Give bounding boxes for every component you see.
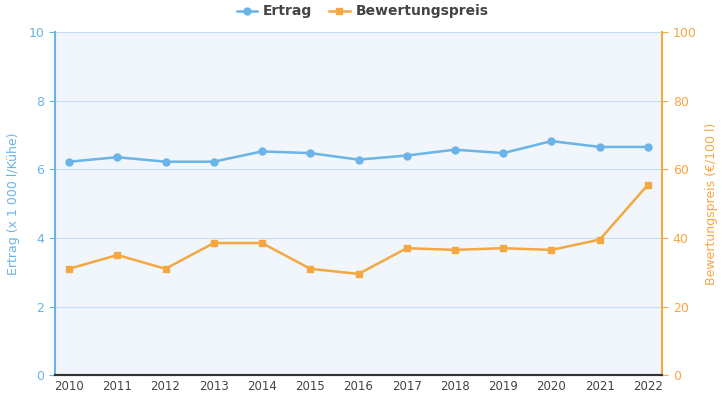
Bewertungspreis	[547, 248, 556, 252]
Line: Bewertungspreis: Bewertungspreis	[65, 181, 652, 278]
Ertrag	[257, 149, 266, 154]
Bewertungspreis	[65, 266, 73, 271]
Bewertungspreis	[354, 272, 362, 276]
Ertrag	[451, 147, 460, 152]
Bewertungspreis	[499, 246, 507, 250]
Ertrag	[161, 159, 170, 164]
Bewertungspreis	[451, 248, 460, 252]
Ertrag	[547, 139, 556, 144]
Ertrag	[402, 153, 411, 158]
Bewertungspreis	[210, 241, 218, 246]
Ertrag	[354, 157, 362, 162]
Bewertungspreis	[644, 182, 652, 187]
Ertrag	[210, 159, 218, 164]
Bewertungspreis	[161, 266, 170, 271]
Ertrag	[644, 144, 652, 149]
Bewertungspreis	[257, 241, 266, 246]
Ertrag	[595, 144, 604, 149]
Legend: Ertrag, Bewertungspreis: Ertrag, Bewertungspreis	[231, 0, 494, 24]
Ertrag	[65, 159, 73, 164]
Y-axis label: Ertrag (x 1 000 l/Kühe): Ertrag (x 1 000 l/Kühe)	[7, 132, 20, 275]
Bewertungspreis	[306, 266, 315, 271]
Ertrag	[499, 151, 507, 156]
Bewertungspreis	[113, 253, 122, 258]
Y-axis label: Bewertungspreis (€/100 l): Bewertungspreis (€/100 l)	[705, 122, 718, 285]
Line: Ertrag: Ertrag	[65, 138, 652, 165]
Ertrag	[113, 155, 122, 160]
Bewertungspreis	[595, 237, 604, 242]
Ertrag	[306, 151, 315, 156]
Bewertungspreis	[402, 246, 411, 250]
